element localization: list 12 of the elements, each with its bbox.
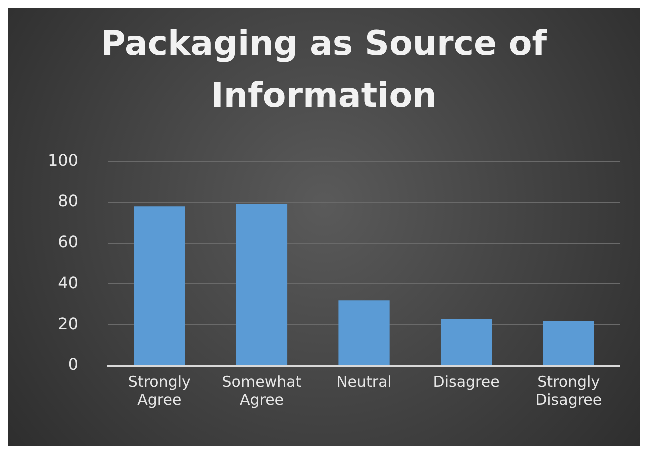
chart-title: Packaging as Source of Information [100, 23, 548, 118]
x-tick-label: Strongly Disagree [536, 372, 602, 409]
y-tick-label: 100 [48, 150, 79, 170]
y-tick-label: 20 [58, 314, 79, 334]
x-tick-label: Disagree [433, 372, 500, 391]
y-tick-label: 40 [58, 273, 79, 292]
x-tick-label: Neutral [336, 372, 392, 391]
y-tick-label: 60 [58, 232, 79, 252]
x-tick-label: Somewhat Agree [222, 372, 302, 409]
y-tick-label: 80 [58, 192, 79, 211]
y-tick-label: 0 [68, 355, 79, 374]
x-tick-label: Strongly Agree [128, 372, 192, 409]
